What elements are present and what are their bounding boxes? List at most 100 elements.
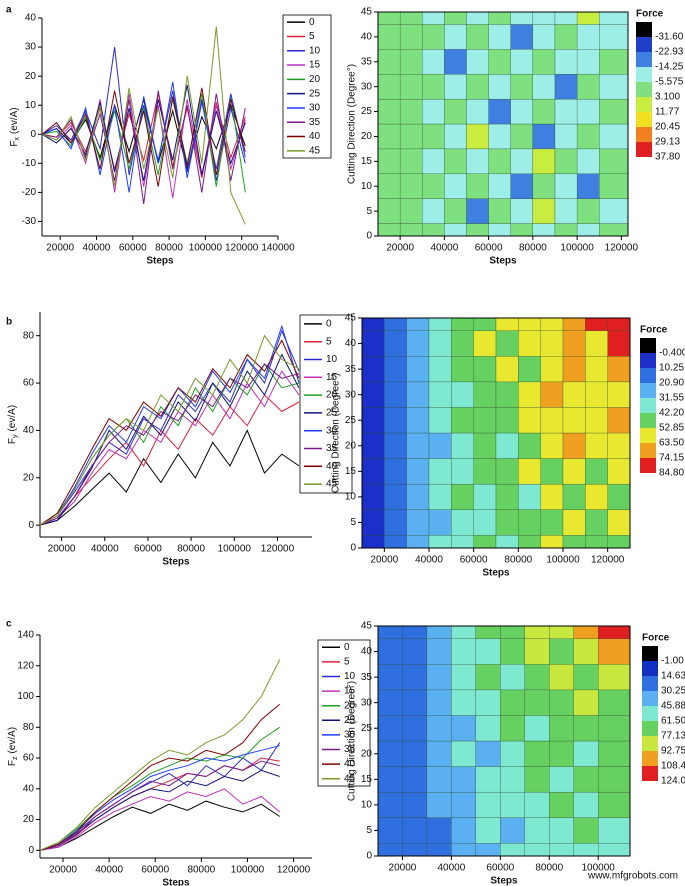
colorbar-swatch bbox=[642, 676, 658, 691]
y-axis-title-sub: x bbox=[14, 137, 21, 141]
contour-cell bbox=[540, 407, 564, 434]
colorbar-swatch bbox=[636, 112, 652, 127]
series-line bbox=[39, 353, 300, 526]
y-tick-label: 20 bbox=[345, 440, 357, 451]
contour-cell bbox=[554, 49, 578, 75]
contour-cell bbox=[406, 407, 430, 434]
contour-cell bbox=[488, 148, 511, 174]
contour-cell bbox=[377, 148, 401, 174]
contour-cell bbox=[599, 24, 629, 50]
x-tick-label: 120000 bbox=[591, 555, 625, 566]
contour-cell bbox=[473, 535, 497, 549]
x-tick-label: 60000 bbox=[486, 863, 514, 874]
contour-cell bbox=[377, 843, 403, 857]
legend-label: 5 bbox=[309, 31, 315, 42]
contour-cell bbox=[451, 330, 474, 357]
colorbar-swatch bbox=[636, 37, 652, 52]
contour-cell bbox=[549, 625, 574, 639]
contour-cell bbox=[599, 74, 629, 100]
legend-box bbox=[299, 314, 353, 494]
contour-cell bbox=[475, 625, 501, 639]
contour-cell bbox=[607, 381, 631, 408]
contour-cell bbox=[466, 148, 489, 174]
x-tick-label: 40000 bbox=[430, 243, 458, 254]
y-tick-label: 5 bbox=[366, 825, 372, 836]
series-line bbox=[39, 745, 280, 851]
contour-cell bbox=[532, 198, 556, 224]
colorbar-label: -0.4000 bbox=[659, 348, 685, 359]
contour-cell bbox=[500, 664, 525, 691]
contour-cell bbox=[518, 330, 541, 357]
contour-cell bbox=[444, 223, 467, 237]
contour-cell bbox=[576, 123, 600, 150]
colorbar-label: 10.25 bbox=[659, 363, 684, 374]
contour-cell bbox=[426, 817, 452, 844]
x-tick-label: 100000 bbox=[560, 243, 594, 254]
x-tick-label: 20000 bbox=[389, 863, 417, 874]
legend-label: 45 bbox=[344, 773, 356, 784]
colorbar-label: -5.575 bbox=[655, 77, 684, 88]
contour-cell bbox=[473, 458, 497, 485]
legend-label: 0 bbox=[309, 17, 315, 28]
y-tick-label: 45 bbox=[361, 621, 373, 632]
y-axis-title: Fx (ev/A) bbox=[9, 107, 21, 146]
contour-cell bbox=[495, 317, 519, 331]
contour-cell bbox=[377, 766, 403, 793]
contour-cell bbox=[451, 638, 477, 665]
contour-cell bbox=[532, 148, 556, 174]
colorbar-label: 77.13 bbox=[661, 731, 685, 742]
x-tick-label: 40000 bbox=[95, 865, 123, 876]
contour-cell bbox=[495, 458, 519, 485]
contour-cell bbox=[377, 49, 401, 75]
contour-cell bbox=[518, 317, 541, 331]
contour-cell bbox=[402, 817, 428, 844]
contour-cell bbox=[466, 223, 489, 237]
contour-cell bbox=[607, 407, 631, 434]
contour-cell bbox=[451, 715, 477, 742]
contour-cell bbox=[524, 689, 550, 716]
contour-cell bbox=[554, 223, 578, 237]
contour-cell bbox=[473, 509, 497, 536]
x-tick-label: 60000 bbox=[460, 555, 488, 566]
y-axis-title-unit: (ev/A) bbox=[7, 405, 18, 432]
legend-label: 0 bbox=[344, 642, 350, 653]
contour-cell bbox=[554, 173, 578, 199]
x-tick-label: 120000 bbox=[225, 243, 259, 254]
contour-cell bbox=[585, 483, 608, 510]
y-axis-title-main: F bbox=[9, 141, 20, 147]
contour-cell bbox=[573, 766, 599, 793]
contour-cell bbox=[573, 740, 599, 767]
contour-cell bbox=[466, 74, 489, 100]
contour-cell bbox=[473, 381, 497, 408]
colorbar-swatch bbox=[642, 691, 658, 706]
colorbar-label: -31.60 bbox=[655, 32, 684, 43]
contour-cell bbox=[599, 123, 629, 150]
contour-cell bbox=[554, 24, 578, 50]
contour-cell bbox=[598, 715, 631, 742]
contour-cell bbox=[562, 317, 586, 331]
contour-cell bbox=[585, 509, 608, 536]
series-line bbox=[39, 800, 280, 851]
legend-label: 40 bbox=[309, 131, 321, 142]
contour-cell bbox=[377, 689, 403, 716]
contour-cell bbox=[399, 198, 423, 224]
contour-cell bbox=[607, 356, 631, 383]
contour-cell bbox=[500, 791, 525, 818]
x-tick-label: 40000 bbox=[91, 544, 119, 555]
contour-cell bbox=[444, 49, 467, 75]
contour-cell bbox=[399, 173, 423, 199]
contour-cell bbox=[402, 843, 428, 857]
colorbar-swatch bbox=[636, 67, 652, 82]
contour-cell bbox=[562, 330, 586, 357]
series-line bbox=[39, 394, 300, 526]
y-tick-label: -20 bbox=[22, 187, 37, 198]
contour-cell bbox=[475, 715, 501, 742]
contour-cell bbox=[495, 535, 519, 549]
contour-cell bbox=[488, 223, 511, 237]
contour-cell bbox=[377, 223, 401, 237]
contour-cell bbox=[488, 123, 511, 150]
series-line bbox=[39, 429, 300, 526]
y-tick-label: 15 bbox=[361, 156, 373, 167]
y-tick-label: 40 bbox=[361, 646, 373, 657]
contour-cell bbox=[377, 664, 403, 691]
